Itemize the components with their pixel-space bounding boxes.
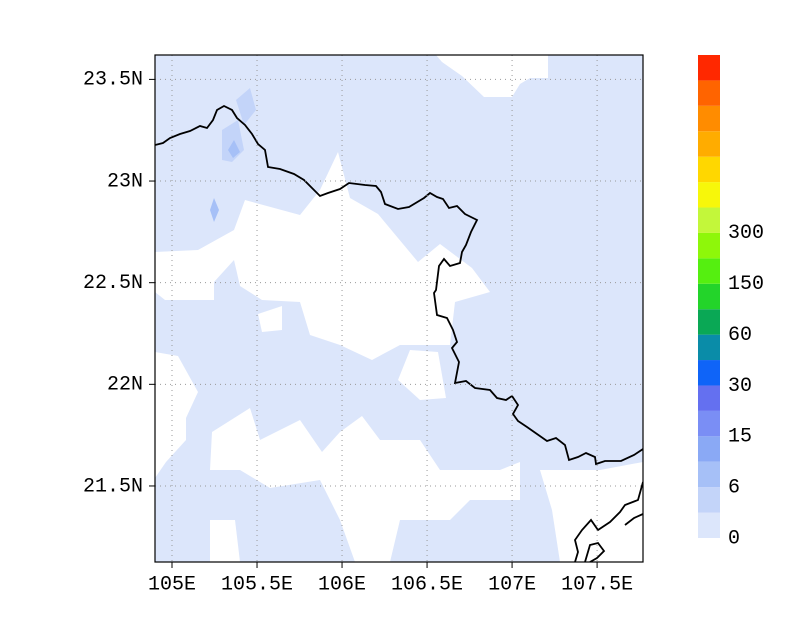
plot-frame xyxy=(154,54,644,563)
colorbar-box xyxy=(698,512,720,538)
colorbar-box xyxy=(698,487,720,513)
y-tick-label: 23N xyxy=(107,170,143,193)
colorbar-box xyxy=(698,80,720,106)
colorbar-label: 15 xyxy=(728,426,752,449)
colorbar-box xyxy=(698,309,720,335)
colorbar-box xyxy=(698,182,720,208)
light-blue-area xyxy=(222,88,256,162)
x-tick-label: 107E xyxy=(488,573,536,596)
y-tick-label: 22.5N xyxy=(83,272,143,295)
colorbar-label: 150 xyxy=(728,273,764,296)
colorbar-label: 6 xyxy=(728,476,740,499)
precip-field xyxy=(155,55,643,562)
colorbar-box xyxy=(698,55,720,81)
x-tick-label: 106.5E xyxy=(391,573,463,596)
x-tick-label: 105.5E xyxy=(221,573,293,596)
colorbar-label: 60 xyxy=(728,324,752,347)
colorbar-box xyxy=(698,461,720,488)
colorbar-box xyxy=(698,410,720,437)
colorbar-box xyxy=(698,131,720,157)
zero-areas xyxy=(155,55,643,562)
colorbar-box xyxy=(698,334,720,361)
blue-area xyxy=(210,140,240,222)
y-tick-label: 22N xyxy=(107,374,143,397)
colorbar-box xyxy=(698,156,720,183)
y-tick-label: 23.5N xyxy=(83,69,143,92)
colorbar-label: 0 xyxy=(728,527,740,550)
borders xyxy=(155,104,643,562)
colorbar-label: 300 xyxy=(728,222,764,245)
colorbar-box xyxy=(698,105,720,132)
x-tick-label: 105E xyxy=(148,573,196,596)
y-tick-label: 21.5N xyxy=(83,475,143,498)
colorbar-box xyxy=(698,258,720,284)
colorbar-box xyxy=(698,232,720,259)
x-tick-label: 107.5E xyxy=(561,573,633,596)
colorbar-box xyxy=(698,436,720,462)
colorbar-label: 30 xyxy=(728,375,752,398)
colorbar-box xyxy=(698,283,720,310)
colorbar-box xyxy=(698,360,720,386)
x-tick-label: 106E xyxy=(318,573,366,596)
colorbar-box xyxy=(698,207,720,233)
colorbar-box xyxy=(698,385,720,411)
